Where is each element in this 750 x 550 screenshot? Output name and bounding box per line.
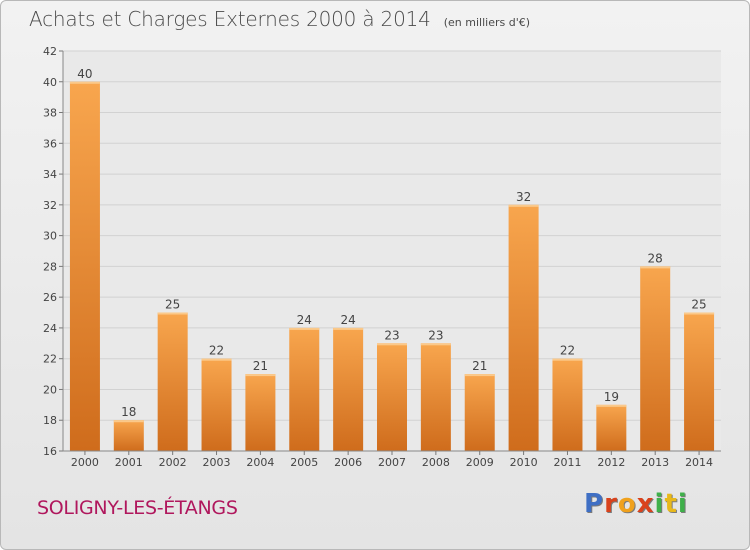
x-tick-label: 2006 — [334, 456, 362, 469]
x-tick-label: 2001 — [115, 456, 143, 469]
logo-letter: P — [584, 489, 605, 519]
y-tick-label: 40 — [43, 76, 57, 89]
bar — [289, 327, 320, 451]
bar — [69, 81, 100, 452]
y-tick-label: 20 — [43, 383, 57, 396]
y-tick-label: 34 — [43, 168, 57, 181]
bar-highlight — [377, 343, 407, 346]
y-tick-label: 36 — [43, 137, 57, 150]
y-tick-label: 18 — [43, 414, 57, 427]
bar — [245, 374, 276, 451]
logo-letter: r — [604, 489, 618, 519]
x-tick-label: 2007 — [378, 456, 406, 469]
data-label: 25 — [165, 298, 180, 312]
data-label: 25 — [691, 298, 706, 312]
bar — [552, 358, 583, 451]
chart-unit-label: (en milliers d'€) — [443, 16, 531, 29]
y-tick-label: 16 — [43, 445, 57, 458]
bar — [640, 266, 671, 451]
bar-highlight — [508, 204, 539, 207]
commune-name: SOLIGNY-LES-ÉTANGS — [37, 497, 238, 519]
bar-highlight — [552, 358, 583, 361]
bar — [464, 374, 495, 451]
data-label: 21 — [472, 359, 487, 373]
bar-highlight — [201, 358, 232, 361]
data-label: 23 — [428, 328, 443, 342]
bar-highlight — [245, 374, 276, 377]
y-tick-label: 38 — [43, 107, 57, 120]
bar-highlight — [157, 312, 188, 315]
bar — [508, 204, 539, 451]
proxiti-logo[interactable]: Proxiti — [584, 489, 688, 519]
bar — [113, 420, 144, 451]
x-tick-label: 2009 — [466, 456, 494, 469]
x-tick-label: 2010 — [510, 456, 538, 469]
y-tick-label: 28 — [43, 260, 57, 273]
bar — [420, 343, 451, 451]
bar-highlight — [289, 327, 320, 330]
x-tick-label: 2004 — [246, 456, 274, 469]
bar-highlight — [113, 420, 144, 423]
x-tick-label: 2013 — [641, 456, 669, 469]
y-axis: 16 18 20 22 24 26 28 30 32 34 36 38 40 42 — [43, 45, 64, 458]
bar — [157, 312, 188, 451]
x-tick-label: 2012 — [597, 456, 625, 469]
logo-letter: i — [654, 489, 665, 519]
y-tick-label: 22 — [43, 353, 57, 366]
data-label: 24 — [340, 313, 355, 327]
logo-letter: i — [677, 489, 688, 519]
data-label: 22 — [560, 344, 575, 358]
bar — [684, 312, 715, 451]
bars: 40 18 25 22 21 24 24 23 23 21 32 22 19 28 25 — [69, 67, 715, 452]
x-tick-label: 2003 — [203, 456, 231, 469]
bar-highlight — [69, 81, 100, 84]
data-label: 32 — [516, 190, 531, 204]
logo-letter: x — [636, 489, 655, 519]
data-label: 21 — [253, 359, 268, 373]
data-label: 23 — [384, 328, 399, 342]
logo-letter: t — [664, 489, 678, 519]
x-tick-label: 2000 — [71, 456, 99, 469]
bar-highlight — [464, 374, 495, 377]
bar-highlight — [684, 312, 715, 315]
y-tick-label: 32 — [43, 199, 57, 212]
bar — [596, 404, 627, 451]
x-axis: 2000 2001 2002 2003 2004 2005 2006 2007 2008 2009… — [63, 450, 721, 469]
bar-highlight — [596, 404, 627, 407]
data-label: 40 — [77, 67, 92, 81]
x-tick-label: 2008 — [422, 456, 450, 469]
data-label: 18 — [121, 405, 136, 419]
logo-letter: o — [617, 489, 637, 519]
data-label: 28 — [648, 251, 663, 265]
data-label: 24 — [297, 313, 312, 327]
bar-highlight — [420, 343, 451, 346]
y-tick-label: 26 — [43, 291, 57, 304]
chart-title: Achats et Charges Externes 2000 à 2014 (… — [29, 7, 530, 31]
bar-highlight — [333, 327, 364, 330]
x-tick-label: 2014 — [685, 456, 713, 469]
x-tick-label: 2011 — [553, 456, 581, 469]
x-tick-label: 2002 — [159, 456, 187, 469]
bar — [377, 343, 407, 451]
x-tick-label: 2005 — [290, 456, 318, 469]
bar — [201, 358, 232, 451]
bar — [333, 327, 364, 451]
data-label: 19 — [604, 390, 619, 404]
y-tick-label: 42 — [43, 45, 57, 58]
bar-highlight — [640, 266, 671, 269]
y-tick-label: 30 — [43, 230, 57, 243]
y-tick-label: 24 — [43, 322, 57, 335]
data-label: 22 — [209, 344, 224, 358]
chart-title-text: Achats et Charges Externes 2000 à 2014 — [29, 7, 431, 31]
